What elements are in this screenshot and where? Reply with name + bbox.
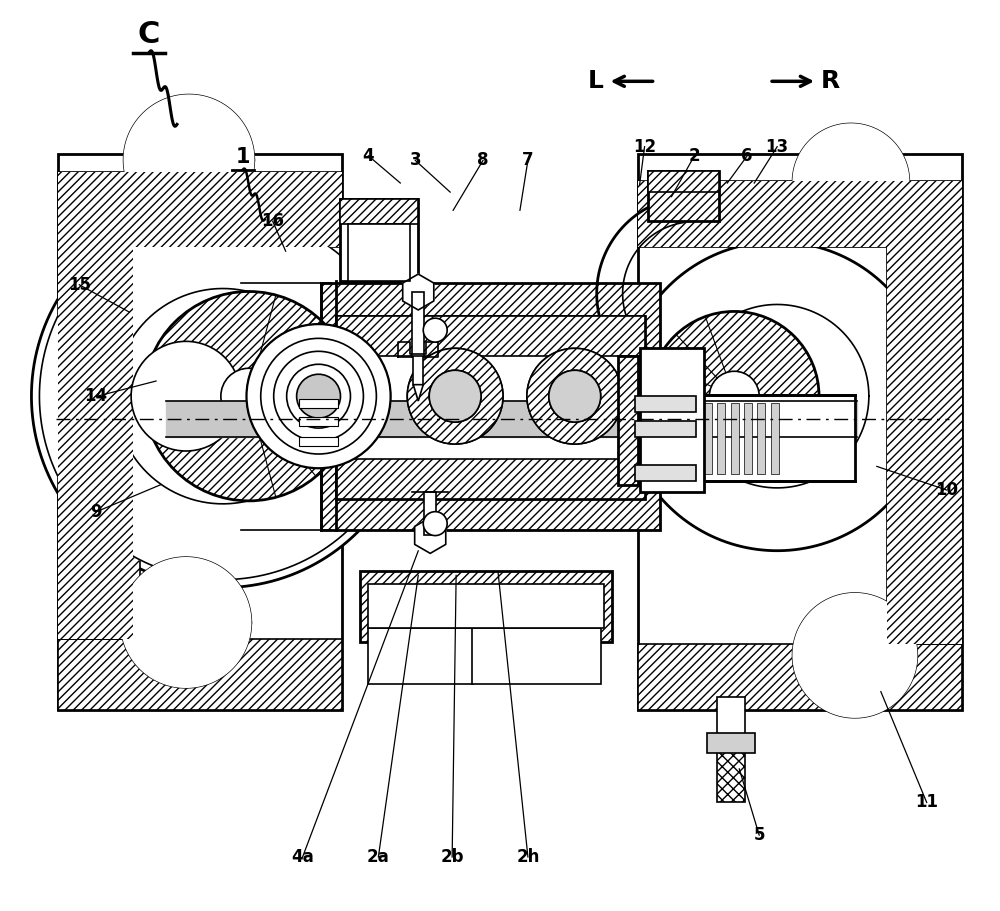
Bar [687, 394, 855, 481]
Bar [618, 355, 638, 485]
Polygon shape [793, 124, 909, 240]
Bar [58, 172, 342, 247]
Text: 2b: 2b [440, 848, 464, 866]
Bar [321, 283, 660, 530]
Text: 3: 3 [409, 151, 421, 169]
Bar [299, 417, 338, 426]
Bar [348, 224, 410, 281]
Circle shape [527, 348, 623, 444]
Text: 6: 6 [741, 147, 753, 165]
Bar [58, 172, 342, 247]
Bar [360, 571, 612, 641]
Polygon shape [121, 558, 251, 687]
Bar [58, 247, 140, 639]
Bar [731, 403, 739, 474]
Bar [717, 697, 745, 735]
Bar [771, 403, 779, 474]
Bar [424, 492, 436, 536]
Circle shape [221, 368, 277, 425]
Bar [412, 292, 424, 357]
Text: 11: 11 [915, 793, 938, 812]
Text: 15: 15 [68, 276, 91, 293]
Circle shape [131, 342, 241, 451]
Text: 10: 10 [935, 481, 958, 499]
Bar [638, 154, 962, 710]
Polygon shape [793, 594, 917, 717]
Text: 5: 5 [753, 826, 765, 844]
Circle shape [274, 352, 363, 441]
Circle shape [287, 364, 350, 428]
Text: 16: 16 [261, 212, 284, 230]
Circle shape [247, 324, 390, 468]
Bar [638, 644, 962, 710]
Circle shape [429, 370, 481, 422]
Text: 4a: 4a [291, 848, 314, 866]
Polygon shape [124, 95, 254, 225]
Bar [648, 171, 719, 221]
Text: 4: 4 [363, 147, 374, 165]
Polygon shape [39, 213, 406, 579]
Circle shape [650, 312, 819, 481]
Bar [757, 403, 765, 474]
Bar [299, 399, 338, 408]
Circle shape [297, 374, 340, 418]
Bar [336, 315, 645, 355]
Bar [340, 200, 418, 224]
Bar [472, 628, 601, 684]
Circle shape [549, 370, 601, 422]
Bar [648, 171, 719, 192]
Circle shape [261, 338, 376, 454]
Bar [635, 395, 696, 412]
Text: 8: 8 [477, 151, 489, 169]
Polygon shape [403, 274, 434, 310]
Circle shape [144, 292, 353, 501]
Bar [717, 750, 745, 803]
Text: C: C [138, 20, 160, 48]
Circle shape [423, 318, 447, 343]
Bar [635, 421, 696, 437]
Bar [58, 247, 133, 639]
Circle shape [709, 372, 759, 421]
Polygon shape [115, 289, 331, 504]
Text: R: R [821, 69, 840, 93]
Text: 2a: 2a [367, 848, 390, 866]
Bar [887, 247, 962, 644]
Text: 14: 14 [85, 387, 108, 405]
Circle shape [247, 324, 390, 468]
Bar [640, 348, 704, 492]
Text: 1: 1 [236, 147, 250, 167]
Bar [744, 403, 752, 474]
Text: 2: 2 [689, 147, 700, 165]
Bar [58, 154, 342, 710]
Polygon shape [415, 517, 446, 553]
Polygon shape [413, 384, 423, 401]
Bar [299, 437, 338, 446]
Bar [887, 247, 962, 644]
Polygon shape [685, 304, 869, 488]
Bar [638, 181, 962, 247]
Bar [707, 733, 755, 753]
Text: 2h: 2h [516, 848, 540, 866]
Bar [413, 355, 423, 384]
Bar [336, 459, 645, 499]
Bar [638, 181, 962, 247]
Text: 13: 13 [766, 138, 789, 156]
Bar [58, 639, 342, 710]
Polygon shape [623, 241, 932, 551]
Bar [368, 628, 473, 684]
Text: 7: 7 [522, 151, 534, 169]
Bar [717, 403, 725, 474]
Bar [368, 585, 604, 628]
Circle shape [407, 348, 503, 444]
Polygon shape [166, 401, 857, 437]
Bar [704, 403, 712, 474]
Bar [336, 315, 645, 499]
Text: L: L [588, 69, 604, 93]
Polygon shape [31, 205, 414, 588]
Text: 9: 9 [90, 503, 102, 521]
Circle shape [423, 512, 447, 536]
Text: 12: 12 [633, 138, 656, 156]
Bar [635, 465, 696, 481]
Bar [340, 200, 418, 281]
